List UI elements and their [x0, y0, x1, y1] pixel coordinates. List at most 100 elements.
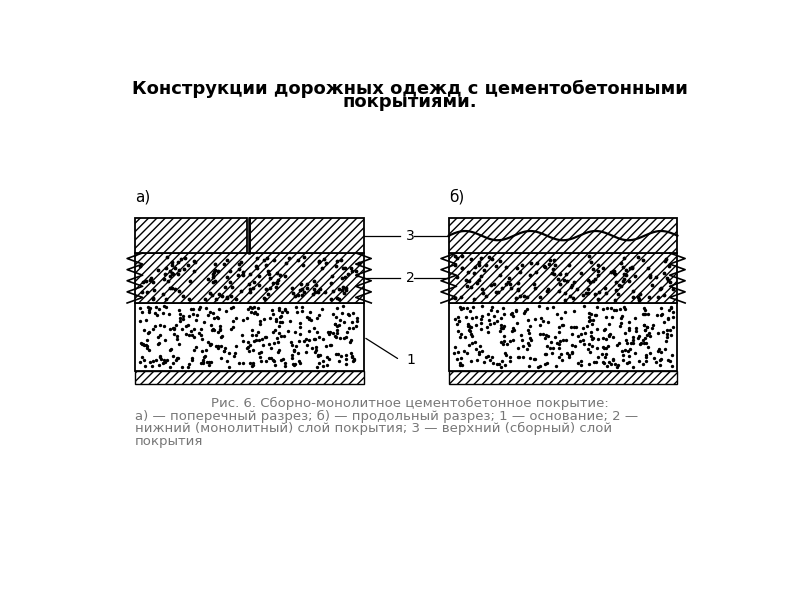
Point [159, 335, 172, 344]
Point [633, 289, 646, 299]
Point [140, 340, 153, 350]
Point [260, 284, 273, 294]
Point [137, 339, 150, 349]
Point [289, 292, 302, 301]
Point [606, 332, 619, 341]
Point [273, 345, 286, 355]
Point [278, 331, 290, 341]
Point [638, 333, 651, 343]
Point [600, 361, 613, 371]
Point [499, 279, 512, 289]
Point [206, 269, 219, 278]
Point [464, 282, 477, 292]
Point [513, 352, 526, 361]
Point [666, 312, 679, 322]
Point [642, 342, 654, 352]
Point [608, 295, 621, 304]
Point [516, 260, 529, 269]
Point [220, 292, 233, 301]
Point [309, 287, 322, 297]
Point [543, 344, 556, 353]
Point [571, 331, 584, 340]
Point [264, 274, 277, 283]
Point [330, 326, 343, 335]
Point [214, 325, 226, 334]
Point [496, 323, 509, 332]
Point [546, 348, 558, 358]
Point [285, 350, 298, 359]
Point [518, 308, 530, 318]
Point [557, 335, 570, 345]
Point [271, 268, 284, 277]
Point [141, 287, 154, 297]
Point [590, 310, 602, 319]
Point [460, 275, 473, 284]
Point [618, 328, 631, 338]
Point [653, 344, 666, 354]
Point [602, 331, 615, 340]
Point [453, 316, 466, 325]
Point [206, 325, 218, 334]
Point [286, 288, 299, 298]
Point [245, 307, 258, 317]
Point [287, 346, 300, 355]
Point [455, 361, 468, 370]
Point [291, 290, 304, 299]
Point [606, 313, 619, 322]
Point [326, 329, 339, 338]
Point [482, 351, 494, 361]
Point [662, 355, 674, 364]
Point [345, 348, 358, 358]
Point [493, 359, 506, 369]
Point [153, 330, 166, 340]
Point [311, 352, 324, 361]
Point [473, 260, 486, 269]
Point [502, 277, 514, 287]
Point [340, 285, 353, 295]
Polygon shape [135, 253, 363, 303]
Point [278, 305, 291, 314]
Text: 3: 3 [406, 229, 415, 242]
Point [479, 353, 492, 362]
Point [587, 264, 600, 274]
Point [510, 293, 522, 303]
Point [506, 326, 518, 335]
Point [247, 358, 260, 367]
Point [566, 293, 579, 302]
Point [258, 314, 270, 324]
Point [301, 283, 314, 293]
Point [592, 260, 605, 270]
Point [173, 286, 186, 296]
Point [299, 334, 312, 344]
Point [566, 280, 578, 289]
Point [474, 253, 487, 263]
Point [207, 308, 220, 317]
Point [158, 358, 171, 367]
Point [314, 350, 327, 359]
Point [591, 266, 604, 276]
Point [456, 304, 469, 313]
Point [224, 266, 237, 276]
Text: покрытия: покрытия [135, 434, 203, 448]
Point [281, 307, 294, 316]
Point [470, 278, 483, 287]
Point [622, 325, 635, 334]
Point [187, 332, 200, 342]
Point [458, 347, 470, 356]
Point [338, 263, 351, 273]
Point [568, 322, 581, 331]
Point [644, 272, 657, 282]
Point [486, 302, 498, 312]
Point [206, 272, 219, 282]
Point [660, 325, 673, 334]
Point [286, 283, 298, 293]
Point [663, 325, 676, 335]
Point [514, 330, 527, 340]
Point [626, 335, 639, 345]
Point [188, 266, 201, 276]
Point [187, 310, 200, 319]
Point [197, 357, 210, 367]
Point [161, 356, 174, 365]
Point [254, 320, 266, 329]
Point [616, 311, 629, 320]
